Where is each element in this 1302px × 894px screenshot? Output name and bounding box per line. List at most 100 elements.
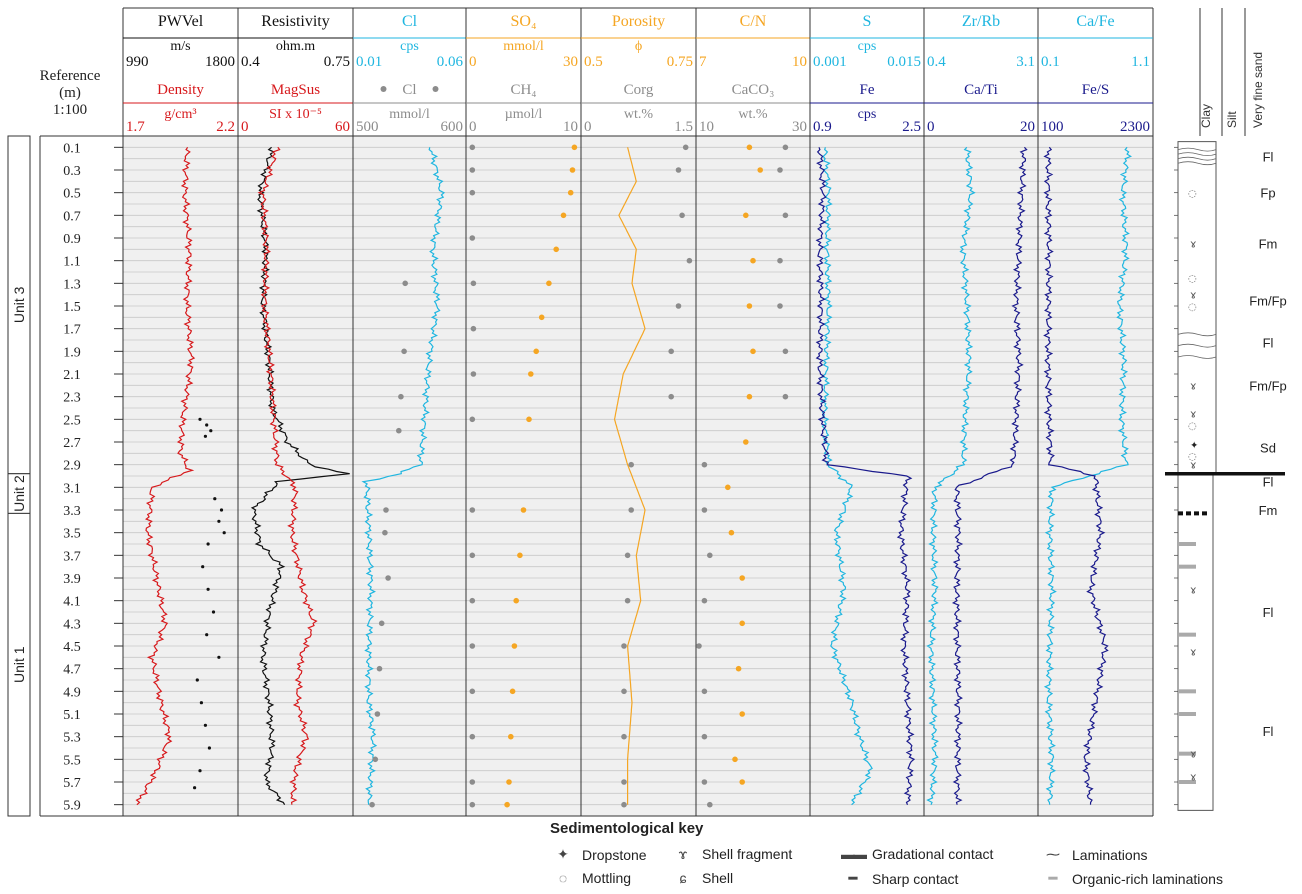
data-point-pwvel — [207, 746, 211, 750]
top-range-max: 30 — [563, 54, 578, 70]
legend-item-shell-fragment: ɤ Shell fragment — [670, 846, 793, 862]
data-point-so4 — [517, 552, 523, 559]
data-point-cl — [376, 665, 383, 672]
data-point-so4 — [538, 314, 545, 321]
data-point-caco3 — [782, 348, 789, 355]
facies-label: Fm/Fp — [1249, 293, 1287, 308]
data-point-caco3 — [782, 144, 789, 151]
bottom-range-max: 2.2 — [216, 119, 235, 135]
data-point-cl — [378, 620, 385, 627]
data-point-pwvel — [205, 423, 209, 427]
data-point-corg — [624, 552, 631, 559]
series-line-zr-rb — [926, 146, 976, 805]
data-point-corg — [628, 461, 634, 468]
legend-item-organic-rich-laminations: ━ Organic-rich laminations — [1040, 870, 1223, 887]
legend-label: Laminations — [1072, 846, 1148, 863]
grain-label-very-fine-sand: Very fine sand — [1251, 52, 1265, 128]
legend-item-sharp-contact: ━ Sharp contact — [840, 870, 959, 887]
data-point-caco3 — [701, 507, 708, 513]
depth-tick-label: 4.9 — [63, 685, 81, 700]
grain-label-clay: Clay — [1199, 104, 1213, 128]
mottling-icon: ◌ — [1188, 274, 1197, 285]
series-line-resistivity — [250, 146, 350, 805]
data-point-pwvel — [206, 587, 210, 591]
facies-label: Fm — [1259, 237, 1278, 252]
bottom-parameter-unit: wt.% — [738, 107, 768, 122]
data-point-pwvel — [213, 497, 217, 501]
top-parameter-unit: ϕ — [635, 39, 642, 54]
data-point-pwvel — [211, 610, 216, 614]
core-log-figure: Reference (m) 1:100 Unit 3 Unit 2 Unit 1 0… — [7, 7, 1287, 817]
facies-label: Fm/Fp — [1249, 378, 1287, 393]
lamination-line — [1177, 355, 1217, 359]
top-parameter-label: Ca/Fe — [1076, 13, 1114, 30]
top-parameter-unit: m/s — [170, 39, 190, 54]
lithology-column: Clay Silt Very fine sand ɤɤɤɤɤɤɤɤɤ◌◌◌◌◌✦… — [1165, 8, 1287, 811]
facies-label: Fp — [1260, 186, 1275, 201]
top-parameter-label: Cl — [402, 13, 418, 30]
lithology-body-upper — [1177, 141, 1217, 475]
data-point-caco3 — [777, 167, 783, 173]
bottom-range-max: 10 — [563, 119, 578, 135]
bottom-parameter-unit: SI x 10⁻⁵ — [269, 107, 322, 122]
sharp-contact-icon: ━ — [848, 870, 858, 886]
data-point-pwvel — [203, 723, 207, 727]
depth-tick-label: 2.9 — [63, 459, 81, 474]
top-range-min: 0.4 — [241, 54, 260, 70]
depth-tick-label: 3.7 — [63, 549, 81, 564]
depth-tick-label: 1.1 — [63, 255, 81, 270]
depth-tick-label: 1.7 — [63, 323, 81, 338]
data-point-ch4 — [469, 801, 476, 808]
data-point-cl — [402, 280, 409, 287]
bottom-parameter-unit: g/cm³ — [164, 107, 196, 122]
data-point-ch4 — [470, 280, 477, 287]
depth-tick-label: 4.3 — [63, 617, 81, 632]
data-point-pwvel — [205, 633, 209, 637]
top-parameter-label: Resistivity — [261, 13, 329, 30]
series-line-s — [819, 147, 873, 806]
bottom-range-min: 1.7 — [126, 119, 145, 135]
bottom-range-max: 60 — [335, 119, 350, 135]
depth-tick-label: 1.9 — [63, 345, 81, 360]
track-porosity: Porosity ϕ 0.5 0.75 Corg wt.% 0 1.5 — [580, 8, 696, 817]
legend-item-gradational-contact: ▬▬ Gradational contact — [840, 846, 993, 862]
mottling-icon: ◌ — [1188, 302, 1197, 313]
track-cl: Cl cps 0.01 0.06 Cl mmol/l 500 600 — [352, 8, 466, 817]
depth-tick-label: 5.1 — [63, 708, 81, 723]
data-point-cl — [396, 427, 402, 434]
depth-tick-label: 3.1 — [63, 481, 81, 496]
data-point-corg — [668, 348, 674, 355]
data-point-so4 — [508, 733, 514, 740]
data-point-ch4 — [469, 597, 476, 604]
bottom-parameter-label: CH₄ — [510, 82, 536, 98]
top-range-max: 10 — [792, 54, 807, 70]
unit-box — [7, 512, 31, 817]
depth-tick-label: 5.7 — [63, 776, 81, 791]
data-point-c-n — [746, 144, 753, 151]
series-line-porosity — [613, 147, 646, 805]
depth-tick-label: 3.9 — [63, 572, 81, 587]
data-point-c-n — [739, 711, 745, 717]
data-point-caco3 — [777, 257, 783, 264]
data-point-corg — [675, 303, 682, 309]
sedimentological-key: Sedimentological key ✦ Dropstone ɤ Shell f… — [520, 818, 1300, 894]
top-parameter-unit: cps — [400, 39, 419, 54]
data-point-caco3 — [701, 779, 708, 785]
shell-fragment-icon: ɤ — [1190, 748, 1197, 761]
track-zrrb: Zr/Rb 0.4 3.1 Ca/Ti 0 20 — [923, 8, 1038, 817]
bottom-parameter-label: Cl — [402, 82, 416, 98]
data-point-so4 — [506, 779, 512, 785]
data-point-caco3 — [701, 688, 708, 695]
depth-tick-label: 0.9 — [63, 232, 81, 247]
data-point-caco3 — [782, 212, 789, 219]
reference-unit: (m) — [59, 85, 81, 101]
depth-tick-label: 1.3 — [63, 277, 81, 292]
legend-item-mottling: ◌ Mottling — [550, 870, 631, 886]
series-line-density — [135, 146, 196, 806]
bottom-parameter-label: CaCO₃ — [732, 82, 775, 98]
top-range-min: 990 — [126, 54, 149, 70]
marker-dot — [432, 86, 439, 92]
organic-lamination — [1178, 712, 1196, 716]
shell-fragment-icon: ɤ — [1190, 646, 1197, 659]
unit-column: Unit 3 Unit 2 Unit 1 — [7, 135, 31, 817]
